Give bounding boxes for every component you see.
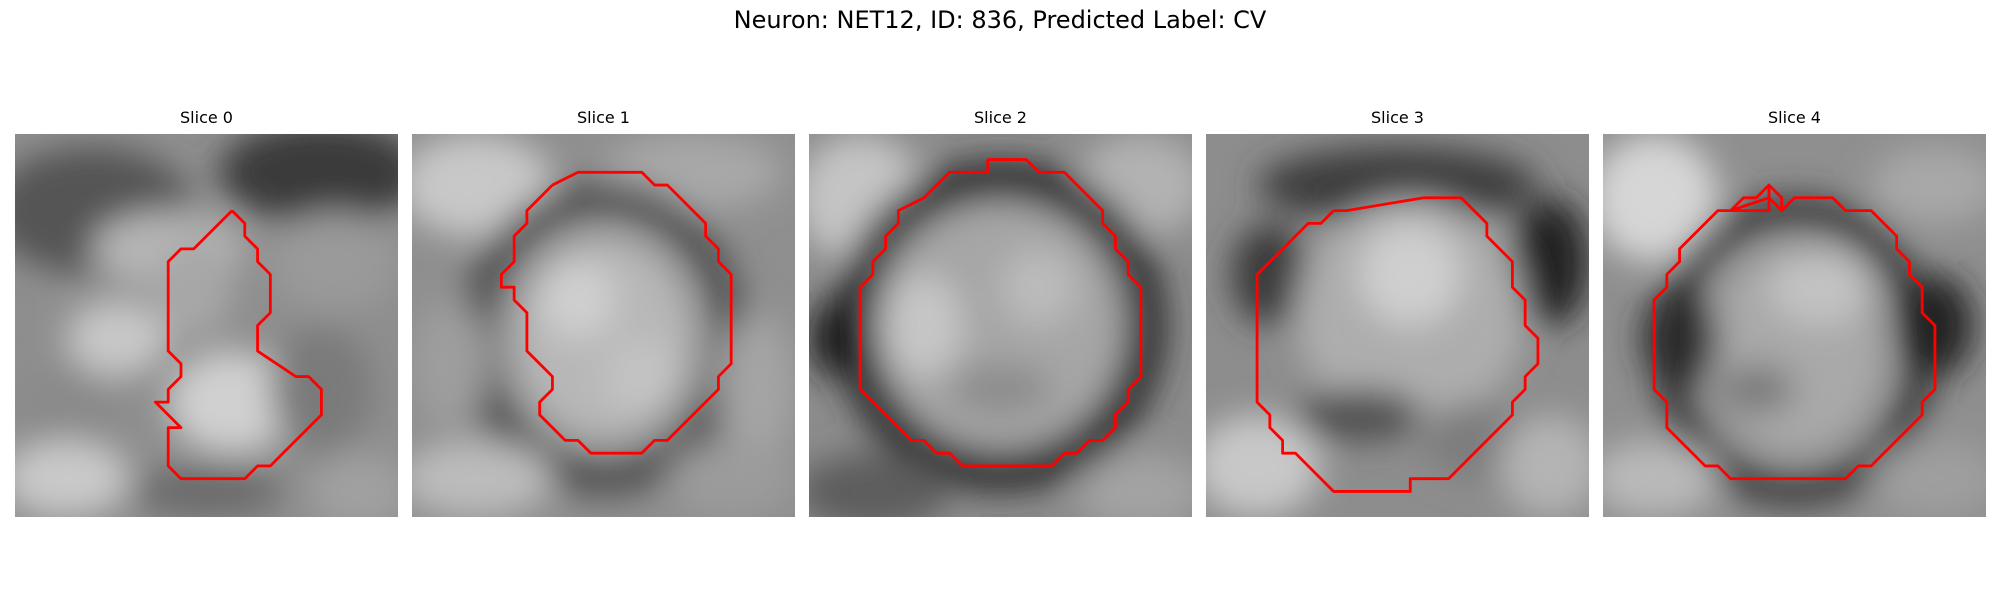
slice-image-0 xyxy=(15,134,398,517)
slice-panel-1: Slice 1 xyxy=(412,108,795,518)
slice-panel-0: Slice 0 xyxy=(15,108,398,518)
slice-image-2 xyxy=(809,134,1192,517)
slice-panel-3: Slice 3 xyxy=(1206,108,1589,518)
slice-panel-2: Slice 2 xyxy=(809,108,1192,518)
slice-title-1: Slice 1 xyxy=(577,108,630,127)
slice-title-2: Slice 2 xyxy=(974,108,1027,127)
slice-image-3 xyxy=(1206,134,1589,517)
slice-panel-4: Slice 4 xyxy=(1603,108,1986,518)
slice-image-4 xyxy=(1603,134,1986,517)
slice-title-0: Slice 0 xyxy=(180,108,233,127)
slice-title-4: Slice 4 xyxy=(1768,108,1821,127)
slice-image-1 xyxy=(412,134,795,517)
figure-title: Neuron: NET12, ID: 836, Predicted Label:… xyxy=(733,6,1267,34)
slice-title-3: Slice 3 xyxy=(1371,108,1424,127)
